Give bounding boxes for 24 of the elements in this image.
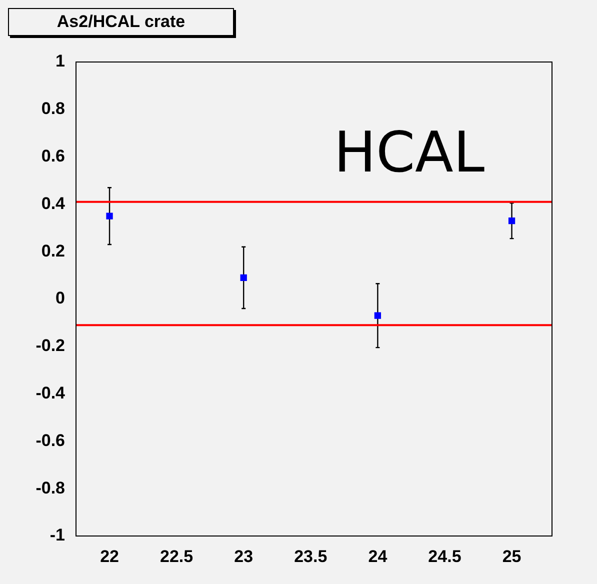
y-tick-label: -0.6 [36, 430, 65, 450]
y-tick-label: 0.8 [41, 99, 65, 118]
x-tick-label: 23 [234, 546, 254, 566]
y-tick-label: 0.6 [41, 146, 65, 166]
point [106, 212, 113, 220]
point [508, 217, 516, 224]
x-tick-label: 25 [502, 546, 522, 566]
point [374, 312, 382, 319]
y-tick-label: -1 [50, 526, 65, 545]
y-tick-label: 0 [56, 288, 65, 308]
y-tick-label: -0.2 [36, 336, 65, 356]
y-tick-label: 1 [56, 52, 65, 71]
y-tick-label: -0.8 [36, 478, 65, 498]
y-tick-label: 0.4 [41, 194, 66, 213]
x-tick-label: 22.5 [160, 546, 194, 566]
x-tick-label: 24.5 [428, 546, 462, 566]
x-tick-label: 23.5 [294, 546, 328, 566]
x-tick-label: 24 [368, 546, 388, 566]
x-tick-label: 22 [100, 546, 119, 566]
y-tick-label: -0.4 [36, 383, 66, 402]
y-tick-label: 0.2 [41, 241, 65, 260]
chart-title: As2/HCAL crate [8, 8, 234, 36]
annotation: HCAL [334, 120, 485, 186]
point [240, 274, 247, 281]
